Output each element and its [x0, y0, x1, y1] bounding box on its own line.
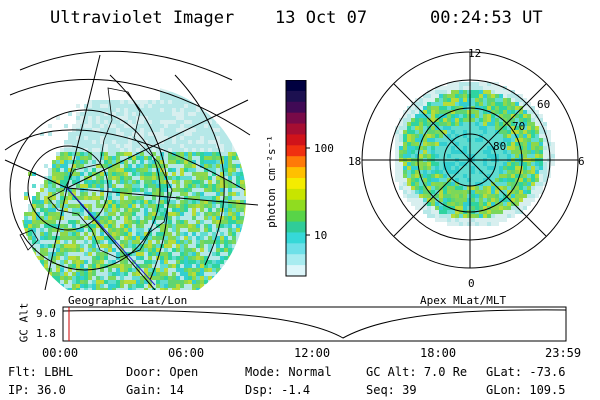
left-map-label: Geographic Lat/Lon: [68, 294, 188, 307]
polar-plot: [361, 51, 579, 269]
colorbar: [285, 80, 310, 277]
info-glon: GLon: 109.5: [486, 383, 566, 397]
orbit-timeline: [62, 306, 567, 342]
timeline-x-tick-1800: 18:00: [420, 346, 457, 360]
mlat-label-60: 60: [537, 98, 551, 111]
timeline-x-tick-0600: 06:00: [168, 346, 205, 360]
auroral-emission-left: [20, 85, 246, 290]
auroral-emission-right: [395, 82, 555, 226]
info-ip: IP: 36.0: [8, 383, 66, 397]
info-flt: Flt: LBHL: [8, 365, 74, 379]
island-outline: [19, 229, 39, 251]
altitude-curve: [62, 309, 567, 339]
mlat-label-70: 70: [512, 120, 526, 133]
timeline-x-tick-2359: 23:59: [545, 346, 582, 360]
mlt-label-12: 12: [468, 47, 482, 60]
mlt-label-6: 6: [578, 155, 585, 168]
colorbar-tick-10: 10: [314, 229, 328, 242]
timeline-y-label: GC Alt: [17, 302, 31, 343]
info-glat: GLat: -73.6: [486, 365, 566, 379]
info-dsp: Dsp: -1.4: [245, 383, 311, 397]
timeline-x-tick-0000: 00:00: [42, 346, 79, 360]
mlat-label-80: 80: [493, 140, 507, 153]
timeline-x-tick-1200: 12:00: [294, 346, 331, 360]
colorbar-unit-label: photon cm⁻²s⁻¹: [264, 135, 278, 228]
geographic-map: [4, 50, 259, 290]
mlt-label-0: 0: [468, 277, 475, 290]
info-mode: Mode: Normal: [245, 365, 332, 379]
longitude-highlight-line: [66, 187, 156, 286]
timeline-y-tick-max: 9.0: [36, 307, 56, 320]
info-gc-alt: GC Alt: 7.0 Re: [366, 365, 468, 379]
geographic-grid: [4, 50, 259, 290]
timeline-y-tick-min: 1.8: [36, 327, 56, 340]
info-door: Door: Open: [126, 365, 199, 379]
colorbar-gradient: [286, 80, 306, 277]
continent-outline: [47, 87, 173, 259]
header-date: 13 Oct 07: [275, 8, 368, 28]
info-gain: Gain: 14: [126, 383, 184, 397]
header-time: 00:24:53 UT: [430, 8, 543, 28]
right-map-label: Apex MLat/MLT: [420, 294, 507, 307]
info-seq: Seq: 39: [366, 383, 417, 397]
polar-grid: [361, 51, 579, 269]
colorbar-tick-100: 100: [314, 142, 334, 155]
mlt-label-18: 18: [348, 155, 362, 168]
app-title: Ultraviolet Imager: [50, 8, 235, 28]
